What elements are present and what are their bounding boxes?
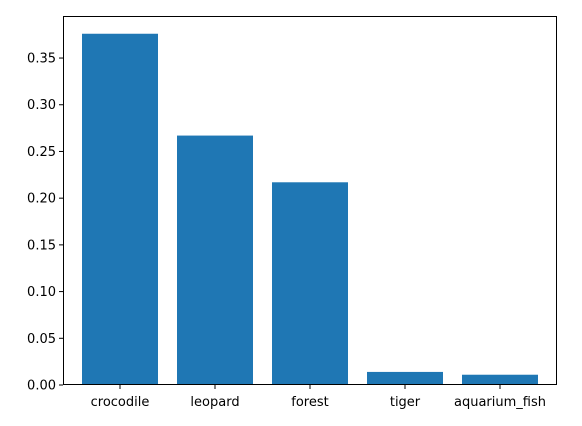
plot-area-frame	[63, 16, 557, 385]
bar-tiger	[367, 371, 443, 385]
y-tick-label: 0.10	[27, 285, 56, 300]
y-tick-label: 0.15	[27, 238, 56, 253]
x-tick-label: forest	[291, 395, 328, 410]
x-tick-label: aquarium_fish	[454, 395, 546, 410]
x-axis: crocodile leopard forest tiger aquarium_fish	[91, 385, 546, 410]
bar-crocodile	[82, 33, 158, 386]
bar-forest	[272, 182, 348, 385]
x-tick-label: tiger	[390, 395, 421, 410]
y-tick-label: 0.25	[27, 145, 56, 160]
x-tick-label: crocodile	[91, 395, 150, 410]
bars-layer	[82, 33, 538, 386]
bar-leopard	[177, 135, 253, 385]
bar-aquarium-fish	[462, 374, 538, 385]
y-tick-label: 0.20	[27, 192, 56, 207]
x-tick-label: leopard	[190, 395, 239, 410]
y-tick-label: 0.30	[27, 98, 56, 113]
y-tick-label: 0.35	[27, 52, 56, 67]
y-tick-label: 0.05	[27, 332, 56, 347]
y-tick-label: 0.00	[27, 379, 56, 394]
y-axis: 0.00 0.05 0.10 0.15 0.20 0.25 0.30 0.35	[27, 52, 63, 394]
